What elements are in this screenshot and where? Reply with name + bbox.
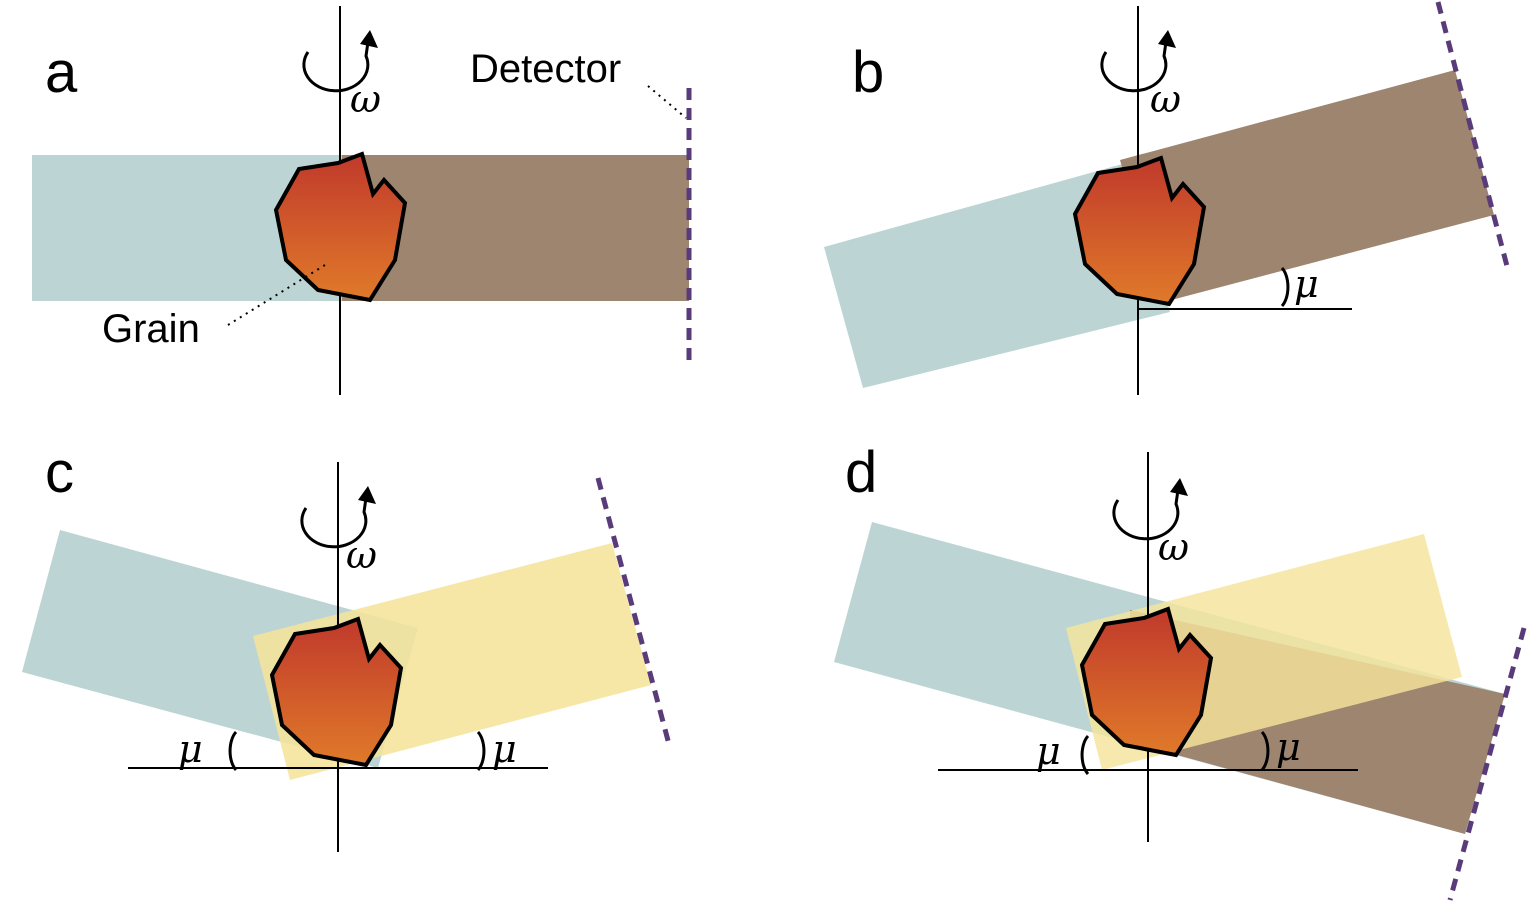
panel-b-detector xyxy=(1435,1,1511,271)
panel-d-grain xyxy=(1079,606,1214,758)
panel-a-rotation-arrow-icon xyxy=(302,30,378,93)
panel-b-omega-label: ω xyxy=(1150,77,1181,121)
panel-a-grain-label: Grain xyxy=(102,307,200,351)
panel-b: b ω μ xyxy=(824,1,1511,395)
panel-c: c ω μ μ xyxy=(22,440,673,852)
panel-c-grain xyxy=(269,616,404,768)
panel-b-letter: b xyxy=(852,40,884,105)
panel-c-omega-label: ω xyxy=(346,533,377,577)
panel-a-grain xyxy=(273,151,408,303)
panel-d-omega-label: ω xyxy=(1158,525,1189,569)
panel-d-detector xyxy=(1447,627,1527,901)
panel-a-detector-leader xyxy=(647,85,687,119)
panel-a-grain-leader xyxy=(227,264,326,326)
panel-d-rotation-arrow-icon xyxy=(1112,478,1188,541)
panel-c-letter: c xyxy=(45,440,74,505)
panel-d-mu-right-label: μ xyxy=(1276,725,1301,769)
panel-d-mu-left-label: μ xyxy=(1036,729,1061,773)
panel-c-angle-arc-left xyxy=(228,730,238,772)
panel-a-detector-label: Detector xyxy=(470,47,621,91)
panel-c-detector xyxy=(595,477,673,749)
panel-d-angle-arc-right xyxy=(1260,730,1270,772)
panel-b-rotation-arrow-icon xyxy=(1100,30,1176,93)
panel-c-mu-right-label: μ xyxy=(492,727,517,771)
panel-c-mu-left-label: μ xyxy=(178,727,203,771)
panel-d-letter: d xyxy=(845,440,877,505)
panel-c-angle-arc-right xyxy=(476,730,486,772)
panel-b-diffracted-beam xyxy=(1120,70,1494,303)
panel-d: d ω μ μ xyxy=(834,440,1527,901)
panel-a-omega-label: ω xyxy=(350,77,381,121)
panel-a-letter: a xyxy=(45,40,78,105)
panel-d-angle-arc-left xyxy=(1080,734,1090,776)
panel-a: a ω Detector Grain xyxy=(32,6,692,395)
panel-b-angle-arc xyxy=(1280,266,1290,308)
panel-b-grain xyxy=(1072,155,1207,307)
panel-c-rotation-arrow-icon xyxy=(300,486,376,549)
panel-b-mu-label: μ xyxy=(1294,262,1319,306)
